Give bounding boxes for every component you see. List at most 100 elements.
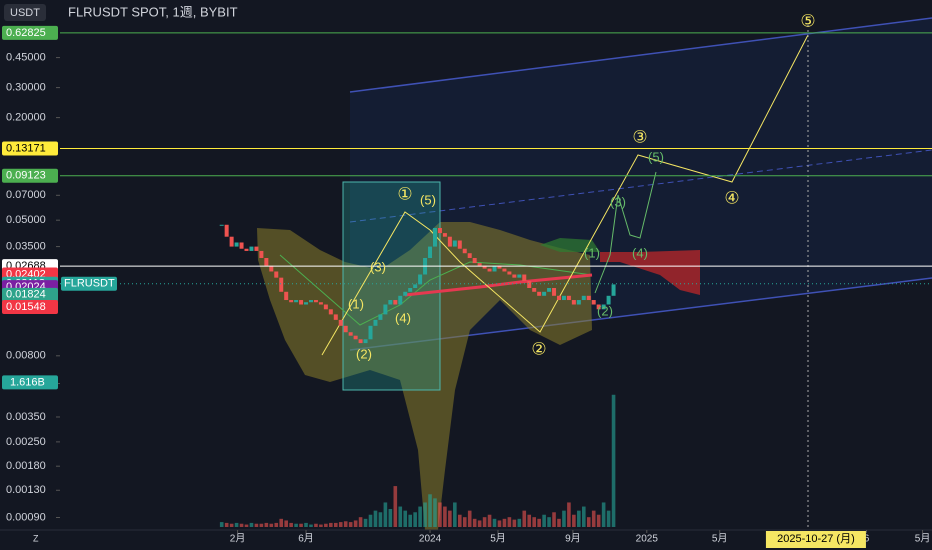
volume-bar [552, 512, 556, 527]
ma-red [404, 273, 593, 297]
candle [552, 288, 557, 296]
candle [586, 295, 591, 301]
candle [219, 224, 224, 226]
volume-bar [423, 502, 427, 527]
volume-bar [517, 518, 522, 527]
price-tag [2, 25, 58, 40]
currency[interactable]: USDT [10, 7, 40, 19]
y-tick-label: 0.30000 [6, 82, 46, 94]
wave-yellow [321, 34, 809, 356]
volume-bar [284, 520, 288, 527]
volume-bar [467, 510, 472, 527]
candle [393, 300, 398, 305]
candle [254, 246, 259, 251]
candle [353, 335, 358, 340]
volume-bar [343, 521, 348, 527]
price-tag [2, 299, 58, 314]
cursor-label: 2025-10-27 (月) [777, 533, 855, 545]
highlight-box [342, 181, 441, 391]
candle [403, 291, 408, 296]
candle [279, 277, 284, 292]
wave-label: (4) [395, 310, 411, 325]
wave-label: (5) [420, 192, 436, 207]
volume-bar [264, 522, 269, 527]
volume-bar [239, 523, 244, 527]
volume-bar [462, 517, 467, 527]
volume-bar [244, 524, 249, 527]
candle [576, 300, 581, 305]
candle [343, 325, 348, 333]
volume-bar [596, 514, 601, 527]
volume-bar [542, 514, 546, 527]
candle [333, 314, 338, 320]
x-tick-label: 5月 [712, 533, 728, 545]
x-tick-label: 5月 [490, 533, 506, 545]
candle [507, 271, 512, 275]
volume-bar [388, 509, 393, 527]
cloud-red [600, 250, 700, 295]
symbol-tag [61, 276, 117, 291]
y-tick-label: 0.45000 [6, 52, 46, 64]
candle [373, 319, 378, 326]
candle [606, 295, 611, 305]
volume-bar [403, 510, 408, 527]
volume-bar [229, 523, 234, 527]
volume-bar [562, 510, 566, 527]
candle [477, 263, 482, 266]
volume-bar [259, 523, 264, 527]
volume-bar [428, 494, 432, 527]
volume-bar [408, 514, 412, 527]
volume-bar [314, 523, 318, 527]
price-tag-label: 0.01824 [6, 289, 46, 301]
wave-green [594, 171, 657, 294]
volume-bar [522, 510, 527, 527]
candle [457, 240, 462, 249]
y-tick-label: 0.20000 [6, 112, 46, 124]
volume-bar [274, 522, 279, 527]
price-tag-label: 0.13171 [6, 142, 46, 154]
candle [571, 300, 576, 305]
candle [259, 250, 264, 258]
volume-bar [586, 517, 591, 527]
volume-bar [591, 510, 596, 527]
volume-bar [413, 512, 417, 527]
candle [556, 295, 561, 301]
candle [418, 274, 423, 285]
symbol-label: FLRUSDT [64, 278, 115, 290]
volume-bar [393, 486, 398, 527]
volume-bar [572, 514, 576, 527]
volume-bar [512, 519, 517, 527]
volume-bar [507, 517, 512, 527]
candle [313, 300, 318, 303]
volume-bar [418, 506, 422, 527]
volume-bar [254, 523, 259, 527]
x-tick-label: 2月 [230, 533, 246, 545]
candle [482, 265, 487, 269]
wave-label: ④ [724, 188, 739, 207]
candle [269, 265, 274, 272]
candle [437, 227, 442, 234]
y-tick-label: 0.00180 [6, 460, 46, 472]
candle [388, 300, 393, 305]
price-tag [2, 168, 58, 183]
volume-bar [487, 514, 492, 527]
volume-bar [249, 522, 254, 527]
candle [383, 304, 388, 315]
candle [442, 233, 447, 237]
wave-label: (1) [584, 245, 600, 260]
wave-label: (2) [356, 346, 372, 361]
cursor-tag [765, 531, 866, 548]
y-tick-label: 0.05000 [6, 214, 46, 226]
zoom-icon[interactable]: Z [33, 533, 39, 543]
volume-bar [532, 517, 536, 527]
candle [502, 268, 507, 272]
volume-bar [309, 524, 313, 527]
candle [234, 242, 239, 247]
candle [537, 291, 542, 296]
volume-bar [443, 506, 447, 527]
volume-bar [527, 514, 532, 527]
volume-bar [448, 510, 452, 527]
currency-button[interactable] [4, 4, 46, 21]
volume-bar [537, 518, 541, 527]
candle [432, 227, 437, 247]
